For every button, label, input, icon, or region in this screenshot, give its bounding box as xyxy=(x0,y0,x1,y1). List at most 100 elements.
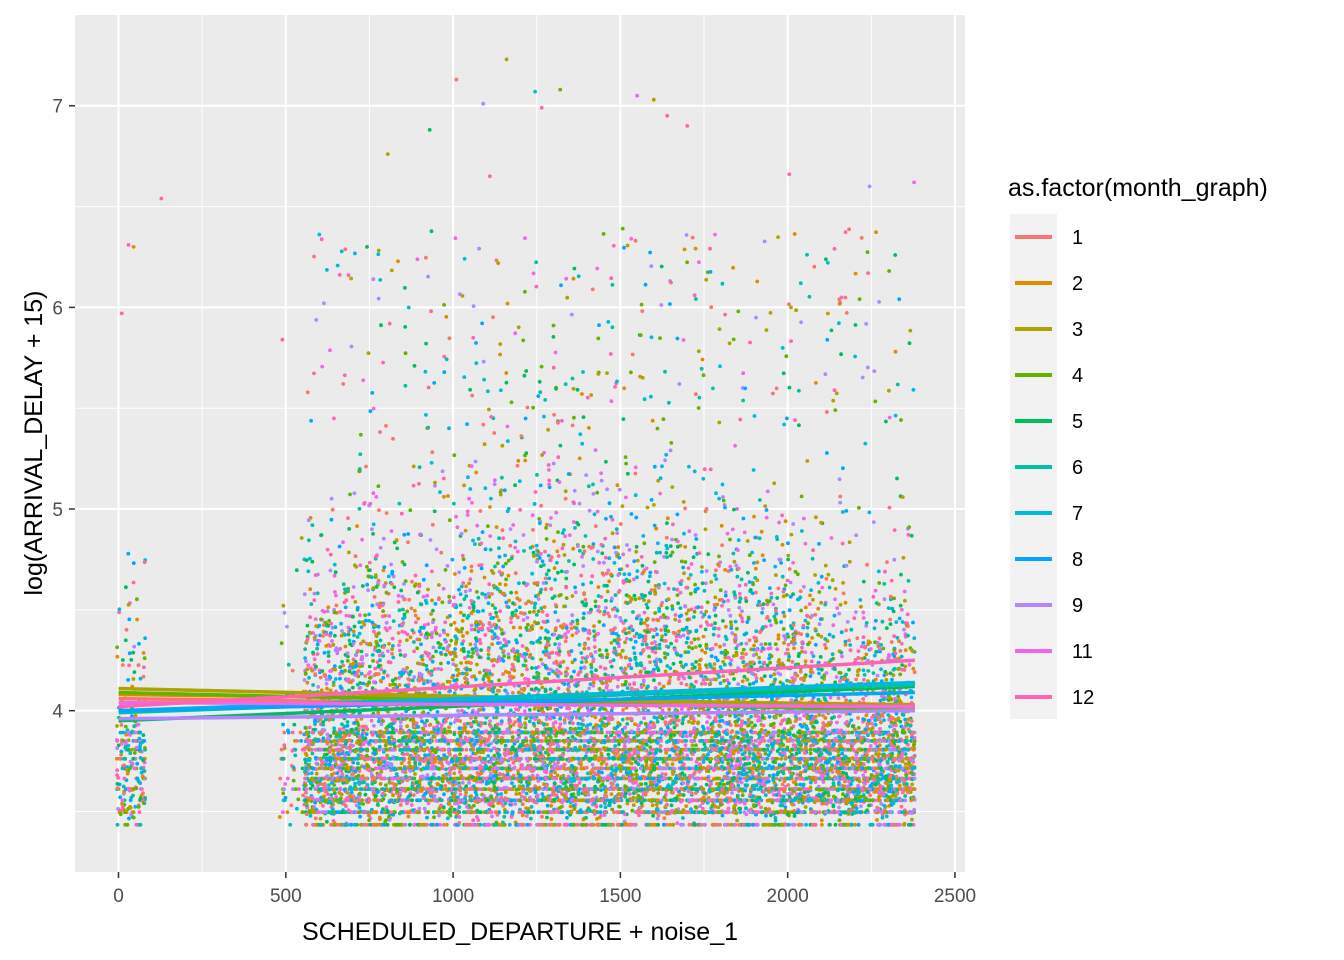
scatter-point xyxy=(591,557,596,561)
scatter-point xyxy=(831,623,836,628)
scatter-point xyxy=(326,659,331,664)
scatter-point xyxy=(760,610,764,615)
scatter-point xyxy=(457,570,461,575)
scatter-point xyxy=(592,638,597,642)
scatter-point xyxy=(290,668,295,673)
scatter-point xyxy=(905,612,910,617)
scatter-point xyxy=(685,617,690,622)
scatter-point xyxy=(609,572,613,577)
scatter-point xyxy=(474,470,479,475)
scatter-point xyxy=(604,598,608,603)
scatter-point xyxy=(633,465,638,470)
scatter-point xyxy=(433,483,437,488)
scatter-point xyxy=(613,763,618,767)
scatter-point xyxy=(359,649,364,654)
scatter-point xyxy=(458,592,463,597)
scatter-point xyxy=(841,591,846,596)
scatter-point xyxy=(129,795,134,800)
scatter-point xyxy=(469,661,473,665)
scatter-point xyxy=(329,496,334,501)
scatter-point xyxy=(295,806,299,811)
scatter-point xyxy=(444,640,449,644)
scatter-point xyxy=(499,488,504,493)
scatter-point xyxy=(811,654,816,658)
scatter-point xyxy=(668,553,673,558)
scatter-point xyxy=(332,664,337,669)
scatter-point xyxy=(478,743,483,748)
scatter-point xyxy=(847,559,852,564)
scatter-point xyxy=(543,549,547,554)
scatter-point xyxy=(429,798,434,803)
scatter-point xyxy=(583,674,588,678)
scatter-point xyxy=(488,547,493,552)
scatter-point xyxy=(302,678,307,682)
scatter-point xyxy=(406,540,410,545)
scatter-point xyxy=(777,520,781,525)
scatter-point xyxy=(478,641,483,646)
scatter-point xyxy=(405,638,409,642)
scatter-point xyxy=(124,627,129,632)
scatter-point xyxy=(667,400,671,405)
scatter-point xyxy=(482,575,487,580)
scatter-point xyxy=(422,742,427,746)
scatter-point xyxy=(122,808,127,812)
scatter-point xyxy=(396,593,401,598)
scatter-point xyxy=(465,513,470,517)
scatter-point xyxy=(142,665,146,670)
scatter-point xyxy=(543,587,548,592)
scatter-point xyxy=(670,550,675,555)
scatter-point xyxy=(128,805,133,809)
scatter-point xyxy=(431,620,435,625)
scatter-point xyxy=(293,787,298,791)
scatter-point xyxy=(324,681,329,686)
scatter-point xyxy=(325,547,330,552)
scatter-point xyxy=(129,747,134,752)
scatter-point xyxy=(680,721,685,726)
scatter-point xyxy=(840,751,844,756)
scatter-point xyxy=(670,537,674,542)
scatter-point xyxy=(554,793,559,797)
scatter-point xyxy=(692,771,697,775)
scatter-point xyxy=(129,658,134,662)
scatter-point xyxy=(130,761,135,766)
scatter-point xyxy=(486,652,491,657)
scatter-point xyxy=(819,667,824,672)
scatter-point xyxy=(391,644,395,648)
scatter-point xyxy=(291,787,295,791)
scatter-point xyxy=(908,723,913,728)
scatter-point xyxy=(658,749,663,753)
scatter-point xyxy=(132,766,137,771)
scatter-point xyxy=(898,672,903,677)
scatter-point xyxy=(692,545,697,550)
scatter-point xyxy=(873,722,878,727)
scatter-point xyxy=(511,523,516,527)
scatter-point xyxy=(138,676,143,681)
scatter-point xyxy=(499,388,503,393)
scatter-point xyxy=(856,716,860,720)
scatter-point xyxy=(127,651,132,656)
scatter-point xyxy=(568,804,573,809)
scatter-point xyxy=(405,666,409,670)
scatter-point xyxy=(309,771,314,776)
scatter-point xyxy=(476,595,481,600)
scatter-point xyxy=(289,803,294,808)
scatter-point xyxy=(796,654,801,658)
scatter-point xyxy=(128,751,133,756)
scatter-point xyxy=(135,776,140,781)
scatter-point xyxy=(615,483,620,488)
scatter-point xyxy=(539,626,544,630)
scatter-point xyxy=(614,527,619,532)
scatter-point xyxy=(117,610,121,615)
scatter-point xyxy=(466,650,471,654)
scatter-point xyxy=(535,473,539,477)
scatter-point xyxy=(532,620,537,624)
scatter-point xyxy=(398,648,402,653)
scatter-point xyxy=(773,642,778,646)
scatter-point xyxy=(737,583,742,588)
scatter-point xyxy=(721,619,725,623)
scatter-point xyxy=(283,782,288,786)
scatter-point xyxy=(827,585,832,590)
scatter-point xyxy=(742,664,747,669)
scatter-point xyxy=(558,722,563,726)
scatter-point xyxy=(856,656,861,660)
